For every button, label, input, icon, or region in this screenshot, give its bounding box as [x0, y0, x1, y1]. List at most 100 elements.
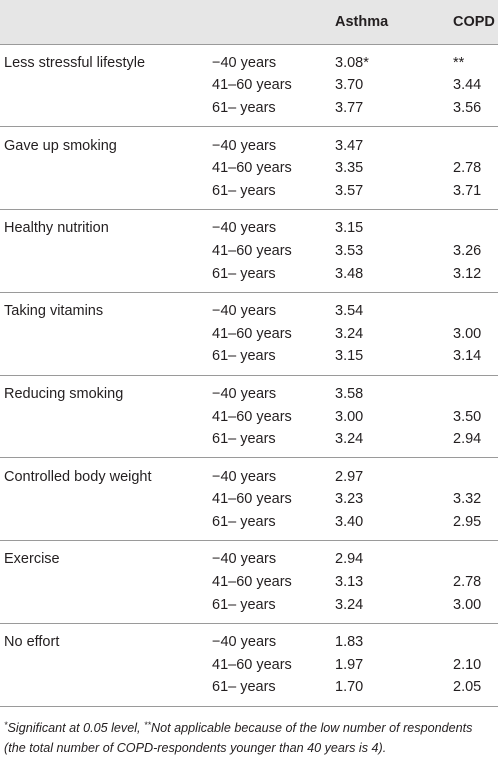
- table-row: 41–60 years 3.24 3.00: [0, 322, 498, 345]
- asthma-value-cell: 1.83: [334, 622, 447, 654]
- category-cell: [0, 322, 212, 345]
- category-cell: Healthy nutrition: [0, 209, 212, 240]
- asthma-value-cell: 1.70: [335, 679, 364, 696]
- asthma-value-cell: 3.47: [334, 126, 447, 157]
- asthma-value-cell: 3.40: [335, 513, 364, 530]
- table-body: Less stressful lifestyle −40 years 3.08* **…: [0, 43, 498, 706]
- table-row: Gave up smoking −40 years 3.47: [0, 126, 498, 157]
- age-group-cell: 41–60 years: [212, 77, 292, 94]
- header-copd: COPD: [453, 13, 495, 30]
- asthma-value-cell: 2.94: [334, 540, 447, 571]
- age-group-cell: 61– years: [212, 596, 276, 613]
- copd-value-cell: 2.78: [453, 574, 482, 591]
- asthma-value-cell: 3.08*: [334, 43, 447, 75]
- age-group-cell: 41–60 years: [212, 491, 292, 508]
- asthma-value-cell: 3.15: [335, 348, 364, 365]
- age-group-cell: 41–60 years: [212, 160, 292, 177]
- results-table: Asthma COPD Less stressful lifestyle −40 …: [0, 0, 498, 706]
- table-row: 61– years 3.24 2.94: [0, 428, 498, 458]
- asthma-value-cell: 3.24: [335, 431, 364, 448]
- copd-value-cell: 3.71: [453, 182, 482, 199]
- table-row: 61– years 3.40 2.95: [0, 511, 498, 541]
- copd-value-cell: [447, 209, 498, 240]
- copd-value-cell: 2.78: [453, 160, 482, 177]
- asthma-value-cell: 3.15: [334, 209, 447, 240]
- copd-value-cell: [447, 291, 498, 323]
- category-cell: Gave up smoking: [0, 126, 212, 157]
- table-row: Taking vitamins −40 years 3.54: [0, 291, 498, 323]
- header-row: Asthma COPD: [0, 0, 498, 44]
- table-row: 61– years 3.15 3.14: [0, 345, 498, 375]
- copd-value-cell: [447, 622, 498, 654]
- asthma-value-cell: 3.35: [335, 160, 364, 177]
- copd-value-cell: 2.10: [453, 656, 482, 673]
- category-cell: Less stressful lifestyle: [0, 43, 212, 75]
- age-group-cell: −40 years: [212, 457, 334, 488]
- category-cell: [0, 405, 212, 428]
- age-group-cell: 61– years: [212, 182, 276, 199]
- copd-value-cell: 3.26: [453, 242, 482, 259]
- asthma-value-cell: 3.23: [335, 491, 364, 508]
- table-row: Exercise −40 years 2.94: [0, 540, 498, 571]
- age-group-cell: 41–60 years: [212, 656, 292, 673]
- age-group-cell: −40 years: [212, 291, 334, 323]
- category-cell: Taking vitamins: [0, 291, 212, 323]
- asthma-value-cell: 3.70: [335, 77, 364, 94]
- age-group-cell: 61– years: [212, 99, 276, 116]
- category-cell: [0, 262, 212, 292]
- table-row: 61– years 1.70 2.05: [0, 676, 498, 706]
- table-row: Healthy nutrition −40 years 3.15: [0, 209, 498, 240]
- asthma-value-cell: 2.97: [334, 457, 447, 488]
- copd-value-cell: 3.56: [453, 99, 482, 116]
- header-blank-1: [0, 0, 212, 44]
- copd-value-cell: [447, 374, 498, 406]
- asthma-value-cell: 3.57: [335, 182, 364, 199]
- footnote-mark-2: **: [144, 719, 152, 730]
- age-group-cell: −40 years: [212, 374, 334, 406]
- copd-value-cell: [447, 540, 498, 571]
- age-group-cell: 61– years: [212, 348, 276, 365]
- table-row: 61– years 3.48 3.12: [0, 262, 498, 292]
- age-group-cell: 41–60 years: [212, 574, 292, 591]
- copd-value-cell: 3.14: [453, 348, 482, 365]
- category-cell: [0, 571, 212, 594]
- age-group-cell: 61– years: [212, 513, 276, 530]
- asthma-value-cell: 3.13: [335, 574, 364, 591]
- category-cell: [0, 593, 212, 623]
- table-row: No effort −40 years 1.83: [0, 622, 498, 654]
- category-cell: [0, 511, 212, 541]
- asthma-value-cell: 3.77: [335, 99, 364, 116]
- asthma-value-cell: 3.53: [335, 242, 364, 259]
- asthma-value-cell: 1.97: [335, 656, 364, 673]
- category-cell: [0, 240, 212, 263]
- age-group-cell: 41–60 years: [212, 408, 292, 425]
- category-cell: Exercise: [0, 540, 212, 571]
- category-cell: No effort: [0, 622, 212, 654]
- copd-value-cell: **: [447, 43, 498, 75]
- table-header: Asthma COPD: [0, 0, 498, 44]
- category-cell: [0, 345, 212, 375]
- table-footnote: *Significant at 0.05 level, **Not applic…: [0, 707, 498, 758]
- age-group-cell: −40 years: [212, 540, 334, 571]
- category-cell: Reducing smoking: [0, 374, 212, 406]
- table-row: 41–60 years 3.70 3.44: [0, 74, 498, 97]
- category-cell: [0, 179, 212, 209]
- category-cell: [0, 654, 212, 677]
- asthma-value-cell: 3.54: [334, 291, 447, 323]
- table-row: 61– years 3.24 3.00: [0, 593, 498, 623]
- header-asthma: Asthma: [335, 13, 389, 30]
- table-row: Less stressful lifestyle −40 years 3.08* **: [0, 43, 498, 75]
- category-cell: [0, 428, 212, 458]
- footnote-divider: [0, 705, 498, 707]
- footnote-mark-1: *: [4, 719, 8, 730]
- copd-value-cell: 3.00: [453, 325, 482, 342]
- asthma-value-cell: 3.24: [335, 596, 364, 613]
- age-group-cell: −40 years: [212, 126, 334, 157]
- table-row: 41–60 years 1.97 2.10: [0, 654, 498, 677]
- asthma-value-cell: 3.00: [335, 408, 364, 425]
- asthma-value-cell: 3.58: [334, 374, 447, 406]
- copd-value-cell: 3.32: [453, 491, 482, 508]
- footnote-text-1: Significant at 0.05 level,: [7, 720, 145, 735]
- category-cell: [0, 157, 212, 180]
